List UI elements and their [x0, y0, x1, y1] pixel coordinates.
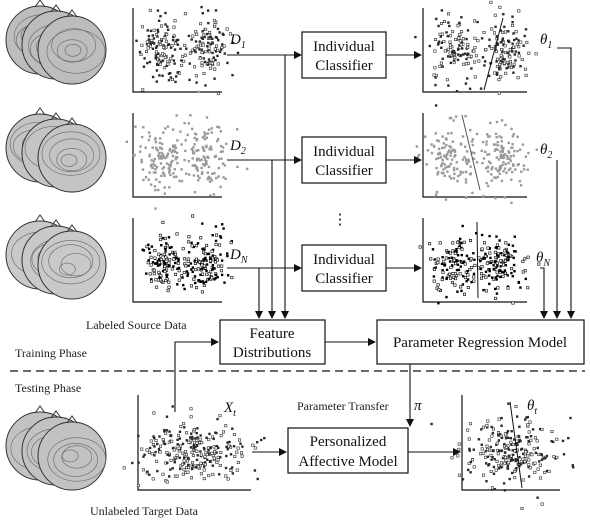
svg-text:Classifier: Classifier — [315, 163, 373, 179]
scatter-plot-theta1 — [414, 0, 538, 107]
pi-label: π — [414, 398, 422, 414]
xt-label: Xt — [223, 400, 236, 419]
thetan-label: θN — [536, 250, 551, 269]
scatter-plot-dn — [132, 214, 234, 303]
svg-text:Individual: Individual — [313, 144, 375, 160]
theta1-label: θ1 — [540, 32, 552, 51]
feature-distributions-box: Feature Distributions — [219, 319, 326, 365]
svg-text:Individual: Individual — [313, 39, 375, 55]
scatter-plot-theta2 — [415, 113, 538, 204]
labeled-source-data-label: Labeled Source Data — [86, 318, 187, 332]
parameter-regression-model-box: Parameter Regression Model — [376, 319, 585, 365]
testing-phase-label: Testing Phase — [15, 381, 81, 395]
svg-text:Affective Model: Affective Model — [298, 454, 397, 470]
d1-label: D1 — [229, 32, 246, 51]
svg-text:Personalized: Personalized — [310, 434, 387, 450]
thetat-label: θt — [527, 398, 537, 417]
individual-classifier-box-n: Individual Classifier — [301, 244, 387, 292]
eeg-topography-maps — [5, 0, 107, 491]
scatter-plot-thetan — [418, 218, 541, 305]
individual-classifier-box-2: Individual Classifier — [301, 136, 387, 184]
individual-classifier-box-1: Individual Classifier — [301, 31, 387, 79]
theta2-label: θ2 — [540, 142, 552, 161]
svg-text:Individual: Individual — [313, 252, 375, 268]
unlabeled-target-data-label: Unlabeled Target Data — [90, 504, 199, 518]
personalized-affective-model-box: Personalized Affective Model — [287, 427, 409, 474]
svg-text:Feature: Feature — [250, 326, 295, 342]
svg-text:Distributions: Distributions — [233, 345, 312, 361]
scatter-plot-d1 — [132, 5, 240, 96]
training-phase-label: Training Phase — [15, 346, 87, 360]
d2-label: D2 — [229, 138, 246, 157]
svg-text:Parameter Regression Model: Parameter Regression Model — [393, 335, 567, 351]
scatter-plot-target — [122, 395, 266, 491]
parameter-transfer-label: Parameter Transfer — [297, 399, 389, 413]
svg-text:Classifier: Classifier — [315, 271, 373, 287]
ellipsis: ⋮ — [333, 212, 348, 228]
svg-text:Classifier: Classifier — [315, 58, 373, 74]
flow-arrows — [174, 47, 575, 456]
scatter-plot-thetat — [430, 395, 575, 510]
scatter-plot-d2 — [125, 90, 249, 210]
dn-label: DN — [229, 247, 249, 266]
